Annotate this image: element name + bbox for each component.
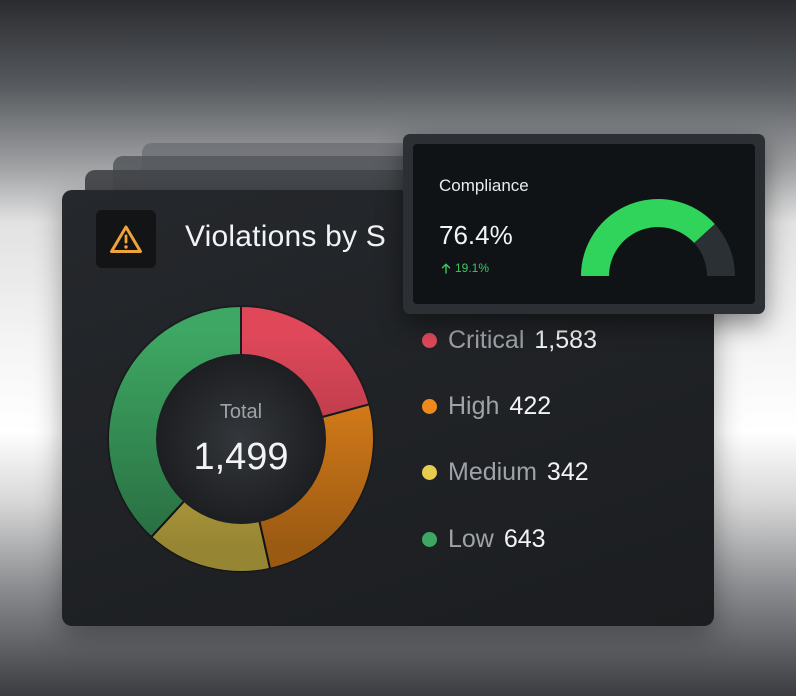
legend-item-medium: Medium 342 bbox=[422, 457, 589, 487]
legend-dot-high bbox=[422, 398, 437, 414]
legend-item-high: High 422 bbox=[422, 391, 551, 421]
compliance-change: 19.1% bbox=[441, 261, 489, 275]
donut-hole bbox=[156, 354, 326, 524]
donut-center-label: Total bbox=[220, 401, 262, 423]
legend-item-critical: Critical 1,583 bbox=[422, 325, 597, 355]
compliance-value: 76.4% bbox=[439, 220, 513, 250]
donut-center-value: 1,499 bbox=[193, 436, 288, 478]
arrow-up-icon bbox=[441, 263, 451, 274]
compliance-title: Compliance bbox=[439, 176, 529, 195]
card-title: Violations by S bbox=[185, 220, 386, 253]
legend-value-low: 643 bbox=[503, 524, 546, 553]
legend-label-low: Low bbox=[448, 524, 494, 553]
legend-item-low: Low 643 bbox=[422, 524, 546, 554]
donut-chart: Total 1,499 bbox=[107, 304, 375, 573]
legend-value-medium: 342 bbox=[546, 457, 589, 486]
gauge-fill bbox=[581, 199, 715, 276]
legend-label-critical: Critical bbox=[448, 325, 525, 354]
warning-triangle-icon bbox=[110, 225, 142, 253]
warning-icon-box bbox=[96, 210, 156, 268]
legend-label-medium: Medium bbox=[448, 457, 537, 486]
legend-dot-critical bbox=[422, 332, 437, 348]
legend-dot-low bbox=[422, 531, 437, 547]
donut-shading bbox=[108, 306, 374, 572]
legend-value-high: 422 bbox=[509, 391, 552, 420]
legend-dot-medium bbox=[422, 464, 437, 480]
legend-label-high: High bbox=[448, 391, 500, 420]
compliance-gauge bbox=[581, 199, 735, 276]
compliance-card: Compliance 76.4% 19.1% bbox=[403, 134, 765, 314]
compliance-change-value: 19.1% bbox=[455, 261, 490, 275]
legend-value-critical: 1,583 bbox=[534, 325, 597, 354]
compliance-panel: Compliance 76.4% 19.1% bbox=[413, 144, 755, 304]
